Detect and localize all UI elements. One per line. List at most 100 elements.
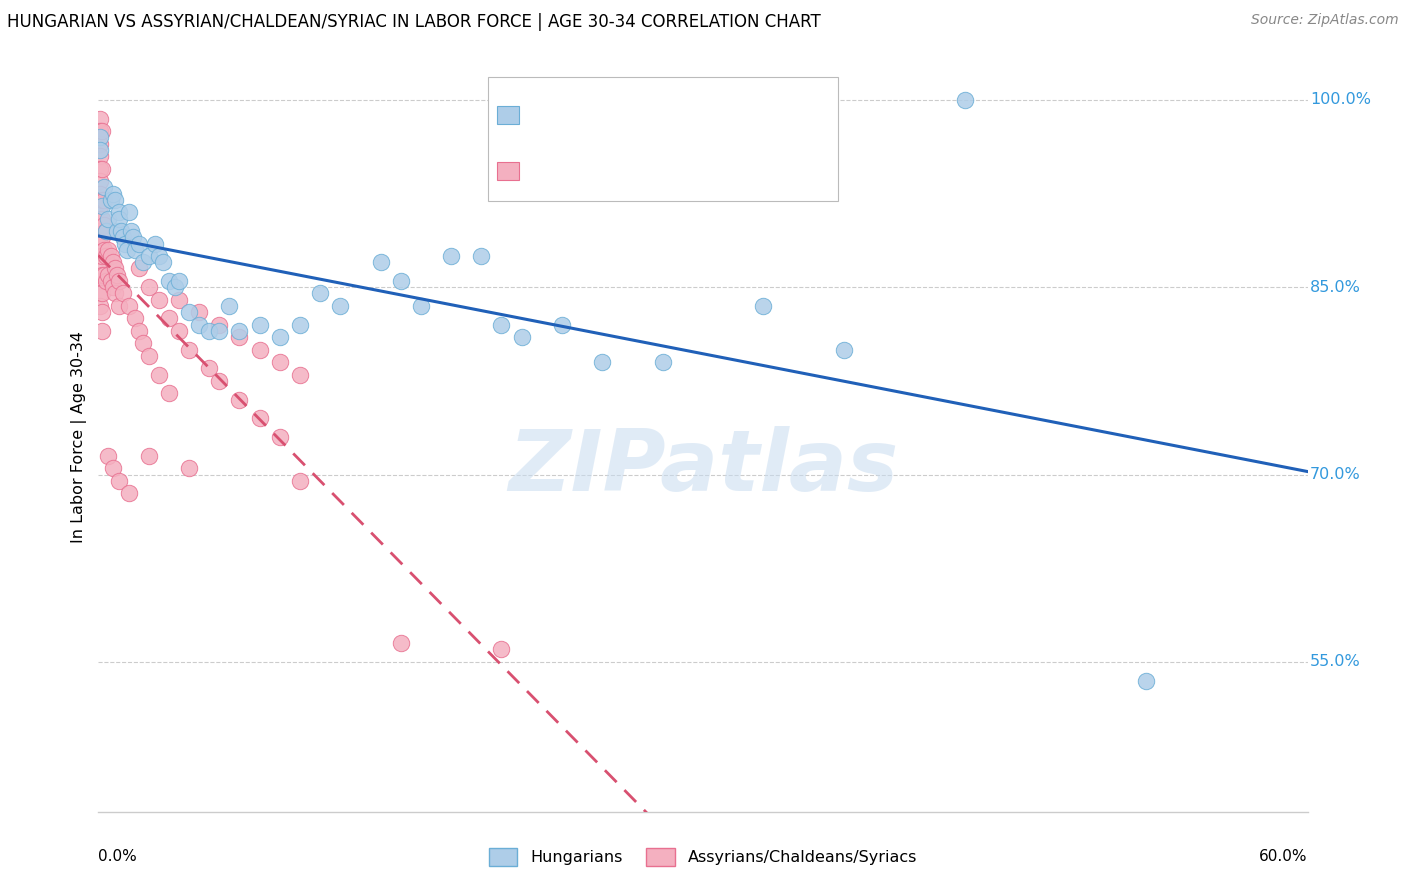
Text: 80: 80	[685, 160, 707, 178]
Point	[89, 274, 111, 288]
Point	[107, 274, 129, 288]
Point	[128, 261, 150, 276]
Point	[138, 449, 160, 463]
Point	[148, 293, 170, 307]
Point	[91, 199, 114, 213]
Point	[111, 230, 134, 244]
Point	[752, 299, 775, 313]
Text: -0.221: -0.221	[568, 103, 627, 121]
Point	[249, 343, 271, 357]
Point	[93, 193, 115, 207]
Point	[218, 299, 240, 313]
Point	[89, 124, 111, 138]
Point	[143, 236, 166, 251]
Point	[89, 249, 111, 263]
Point	[89, 261, 111, 276]
Point	[107, 211, 129, 226]
Point	[288, 318, 311, 332]
Point	[409, 299, 432, 313]
Text: -0.260: -0.260	[568, 160, 627, 178]
FancyBboxPatch shape	[488, 78, 838, 201]
Point	[89, 236, 111, 251]
Point	[124, 243, 146, 257]
Y-axis label: In Labor Force | Age 30-34: In Labor Force | Age 30-34	[72, 331, 87, 543]
FancyBboxPatch shape	[498, 105, 519, 124]
Point	[309, 286, 332, 301]
Point	[228, 330, 250, 344]
Point	[103, 261, 125, 276]
Point	[470, 249, 492, 263]
Text: HUNGARIAN VS ASSYRIAN/CHALDEAN/SYRIAC IN LABOR FORCE | AGE 30-34 CORRELATION CHA: HUNGARIAN VS ASSYRIAN/CHALDEAN/SYRIAC IN…	[7, 13, 821, 31]
Point	[101, 280, 124, 294]
Point	[103, 193, 125, 207]
Point	[93, 268, 115, 282]
Point	[91, 124, 114, 138]
Point	[177, 461, 201, 475]
Point	[198, 324, 221, 338]
Point	[89, 112, 111, 126]
Point	[177, 305, 201, 319]
Point	[101, 461, 124, 475]
Point	[91, 249, 114, 263]
Point	[115, 243, 138, 257]
Point	[491, 318, 513, 332]
Point	[105, 224, 128, 238]
Point	[157, 386, 180, 401]
Point	[510, 330, 533, 344]
Point	[120, 224, 142, 238]
Point	[93, 218, 115, 232]
Point	[97, 268, 120, 282]
Point	[148, 368, 170, 382]
Point	[591, 355, 613, 369]
Text: 55.0%: 55.0%	[1310, 655, 1361, 669]
Point	[491, 642, 513, 657]
Point	[89, 149, 111, 163]
Point	[91, 286, 114, 301]
Point	[124, 311, 146, 326]
Point	[100, 274, 122, 288]
Text: 100.0%: 100.0%	[1310, 93, 1371, 107]
Point	[97, 211, 120, 226]
Point	[89, 174, 111, 188]
Point	[118, 205, 141, 219]
Point	[89, 161, 111, 176]
Point	[148, 249, 170, 263]
Point	[91, 305, 114, 319]
Point	[329, 299, 352, 313]
Text: 60.0%: 60.0%	[1260, 849, 1308, 864]
Point	[128, 236, 150, 251]
Point	[269, 355, 291, 369]
Point	[152, 255, 174, 269]
Point	[288, 368, 311, 382]
Point	[167, 293, 190, 307]
Point	[389, 636, 412, 650]
Text: R =: R =	[522, 103, 558, 121]
Point	[93, 243, 115, 257]
Point	[389, 274, 412, 288]
Point	[96, 224, 118, 238]
Point	[107, 299, 129, 313]
Point	[138, 349, 160, 363]
Point	[96, 274, 118, 288]
Point	[249, 318, 271, 332]
Text: ZIPatlas: ZIPatlas	[508, 425, 898, 508]
Point	[132, 255, 155, 269]
Point	[91, 193, 114, 207]
Point	[832, 343, 855, 357]
Point	[128, 324, 150, 338]
Point	[111, 286, 134, 301]
Point	[118, 486, 141, 500]
Point	[188, 318, 211, 332]
Point	[91, 161, 114, 176]
Point	[177, 343, 201, 357]
Text: 85.0%: 85.0%	[1310, 280, 1361, 294]
Point	[157, 274, 180, 288]
Point	[114, 236, 136, 251]
Point	[370, 255, 392, 269]
Point	[91, 268, 114, 282]
Text: Source: ZipAtlas.com: Source: ZipAtlas.com	[1251, 13, 1399, 28]
Point	[97, 449, 120, 463]
Point	[138, 249, 160, 263]
Point	[288, 474, 311, 488]
Point	[105, 268, 128, 282]
